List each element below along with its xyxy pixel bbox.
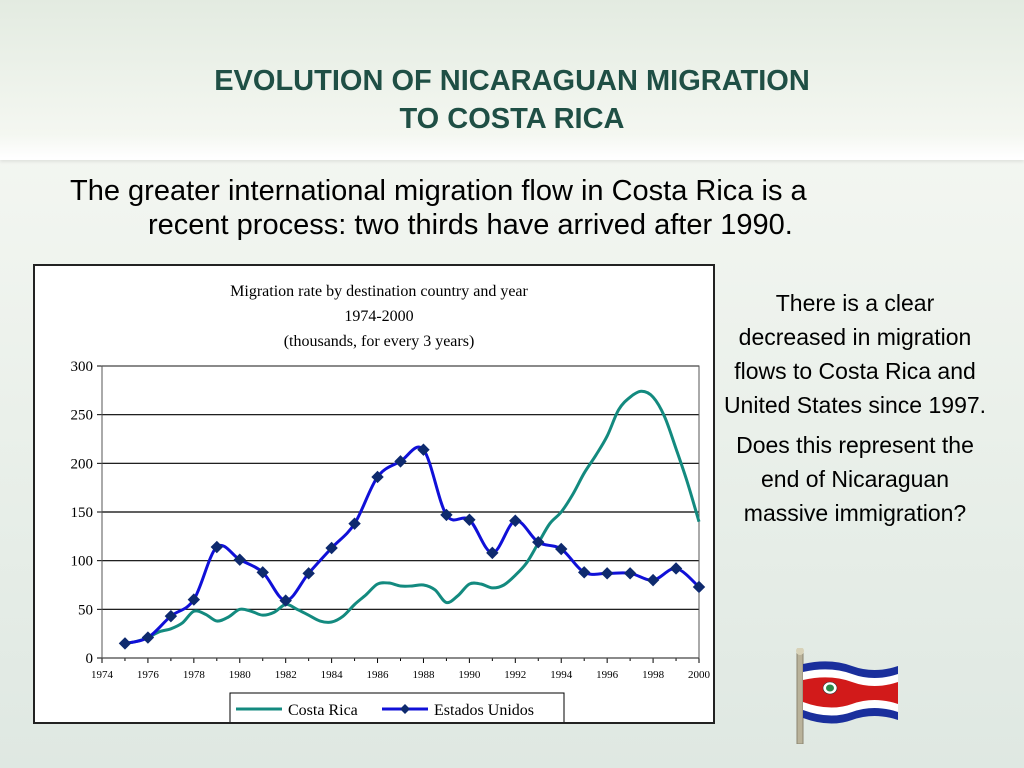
x-tick-label-1998: 1998 xyxy=(642,669,665,681)
y-tick-label-250: 250 xyxy=(71,408,94,424)
marker-estados-unidos-1985 xyxy=(348,517,361,530)
series-line-estados-unidos xyxy=(124,445,701,645)
subtitle-line-1: The greater international migration flow… xyxy=(70,175,807,207)
marker-estados-unidos-1991 xyxy=(486,546,499,560)
x-tick-label-1974: 1974 xyxy=(91,669,114,681)
plot-area xyxy=(101,365,700,659)
grid-lines xyxy=(97,365,699,659)
title-band xyxy=(0,0,1024,160)
legend: Costa Rica Estados Unidos xyxy=(229,692,565,726)
marker-estados-unidos-1998 xyxy=(646,573,660,587)
slide-title: EVOLUTION OF NICARAGUAN MIGRATION TO COS… xyxy=(0,62,1024,138)
x-tick-label-1980: 1980 xyxy=(229,669,252,681)
marker-estados-unidos-1997 xyxy=(623,567,637,580)
x-tick-label-1992: 1992 xyxy=(504,669,526,681)
series-layer xyxy=(118,389,706,650)
x-tick-label-1976: 1976 xyxy=(137,669,160,681)
x-tick-label-1988: 1988 xyxy=(412,669,435,681)
y-tick-label-0: 0 xyxy=(86,651,94,667)
legend-label-costa-rica: Costa Rica xyxy=(288,702,358,719)
x-tick-label-1986: 1986 xyxy=(367,669,390,681)
marker-estados-unidos-1976 xyxy=(141,631,155,644)
chart-title: Migration rate by destination country an… xyxy=(230,283,528,300)
y-tick-label-50: 50 xyxy=(78,602,93,618)
y-tick-label-200: 200 xyxy=(71,456,94,472)
marker-estados-unidos-1990 xyxy=(463,513,476,526)
legend-label-estados-unidos: Estados Unidos xyxy=(434,702,534,719)
series-line-costa-rica xyxy=(124,389,701,645)
title-line-2: TO COSTA RICA xyxy=(399,103,625,135)
costa-rica-flag-icon xyxy=(796,648,898,744)
marker-estados-unidos-1978 xyxy=(187,593,201,606)
marker-estados-unidos-1977 xyxy=(164,609,178,623)
marker-estados-unidos-1987 xyxy=(394,455,407,468)
marker-estados-unidos-1989 xyxy=(440,508,453,522)
side-commentary: There is a clear decreased in migration … xyxy=(722,286,988,536)
chart-subtitle-2: (thousands, for every 3 years) xyxy=(284,333,475,350)
marker-estados-unidos-2000 xyxy=(692,580,706,594)
side-paragraph-2: Does this represent the end of Nicaragua… xyxy=(736,432,974,526)
y-tick-label-150: 150 xyxy=(71,505,94,521)
chart-frame: Migration rate by destination country an… xyxy=(33,264,715,726)
chart-subtitle-1: 1974-2000 xyxy=(344,308,413,325)
slide-subtitle: The greater international migration flow… xyxy=(70,174,970,242)
x-tick-label-1978: 1978 xyxy=(183,669,206,681)
migration-chart: Migration rate by destination country an… xyxy=(71,283,711,726)
marker-estados-unidos-1994 xyxy=(555,542,568,556)
marker-estados-unidos-1975 xyxy=(118,637,132,650)
marker-estados-unidos-1996 xyxy=(600,567,614,580)
y-tick-labels: 0 50 100 150 200 250 300 xyxy=(71,359,94,667)
marker-estados-unidos-1999 xyxy=(669,562,683,575)
legend-marker-estados-unidos xyxy=(400,704,410,714)
side-paragraph-1: There is a clear decreased in migration … xyxy=(723,290,987,418)
y-tick-label-300: 300 xyxy=(71,359,94,375)
marker-estados-unidos-1981 xyxy=(256,566,269,579)
marker-estados-unidos-1979 xyxy=(210,540,224,554)
x-tick-label-1982: 1982 xyxy=(275,669,297,681)
marker-estados-unidos-1986 xyxy=(371,470,384,484)
marker-estados-unidos-1980 xyxy=(233,553,246,566)
marker-estados-unidos-1984 xyxy=(325,541,338,555)
marker-estados-unidos-1988 xyxy=(417,443,430,456)
x-tick-label-2000: 2000 xyxy=(688,669,711,681)
y-tick-label-100: 100 xyxy=(71,554,94,570)
x-tick-label-1994: 1994 xyxy=(550,669,573,681)
x-tick-labels: 1974 1976 1978 1980 1982 1984 1986 1988 1990 1992… xyxy=(91,658,711,681)
title-line-1: EVOLUTION OF NICARAGUAN MIGRATION xyxy=(214,65,810,97)
x-tick-label-1990: 1990 xyxy=(458,669,481,681)
subtitle-line-2: recent process: two thirds have arrived … xyxy=(148,209,793,241)
marker-estados-unidos-1983 xyxy=(302,567,315,580)
marker-estados-unidos-1993 xyxy=(532,535,545,549)
marker-estados-unidos-1995 xyxy=(577,566,591,579)
x-tick-label-1996: 1996 xyxy=(596,669,619,681)
marker-estados-unidos-1992 xyxy=(509,514,522,527)
marker-estados-unidos-1982 xyxy=(279,594,292,607)
x-tick-label-1984: 1984 xyxy=(321,669,344,681)
